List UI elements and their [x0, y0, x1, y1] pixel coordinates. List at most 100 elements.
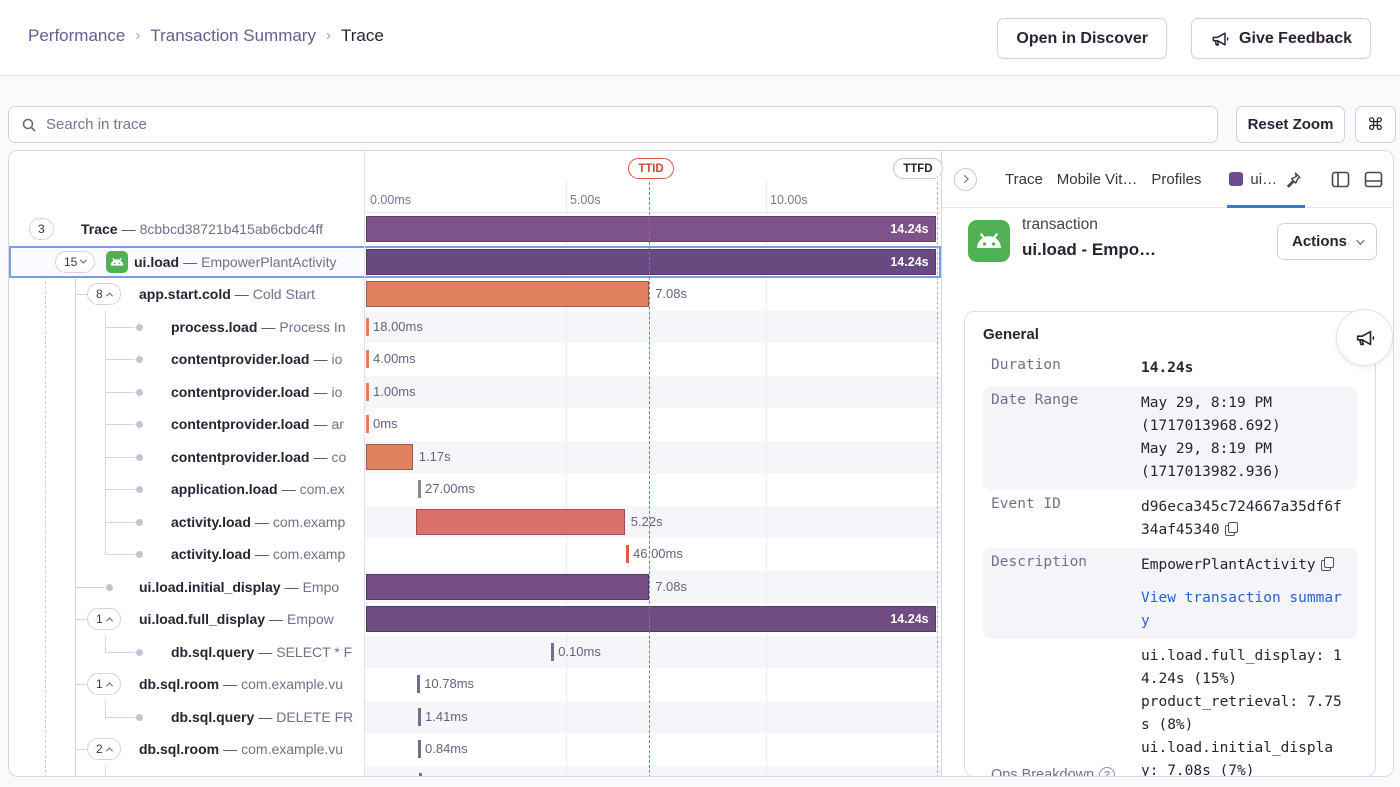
tab-mobile-vitals[interactable]: Mobile Vit… [1056, 170, 1138, 188]
help-icon[interactable]: ? [1099, 767, 1116, 776]
span-tick[interactable] [418, 707, 421, 726]
copy-icon[interactable] [1224, 522, 1238, 536]
duration-label: 0ms [373, 416, 398, 431]
expand-collapse-badge[interactable]: 15 [55, 250, 96, 273]
give-feedback-button[interactable]: Give Feedback [1191, 18, 1371, 59]
expand-collapse-badge[interactable]: 1 [87, 608, 121, 630]
duration-label: 27.00ms [425, 481, 475, 496]
expand-collapse-badge[interactable]: 1 [87, 673, 121, 695]
leaf-dot-icon [136, 518, 143, 526]
span-row-db.sql.room[interactable]: 2 db.sql.room — com.example.vu 0.84ms [9, 733, 941, 766]
span-row-ui.load.initial_display[interactable]: ui.load.initial_display — Empo 7.08s [9, 570, 941, 603]
breadcrumb-performance[interactable]: Performance [28, 26, 126, 45]
duration-label: 14.24s [890, 612, 929, 626]
axis-tick-label: 10.00s [770, 193, 808, 207]
floating-feedback-button[interactable] [1336, 309, 1393, 366]
dock-bottom-icon[interactable] [1364, 171, 1383, 188]
leaf-dot-icon [136, 453, 143, 461]
search-icon [21, 117, 37, 133]
span-tick[interactable] [366, 317, 369, 336]
span-tick[interactable] [418, 480, 421, 498]
span-row-contentprovider.load[interactable]: contentprovider.load — io 1.00ms [9, 375, 941, 408]
leaf-dot-icon [136, 486, 143, 493]
general-title: General [983, 326, 1039, 343]
span-bar[interactable]: 14.24s [366, 216, 936, 242]
span-label: db.sql.room — com.example.vu [139, 741, 344, 757]
chevron-right-icon: › [135, 26, 141, 44]
leaf-dot-icon [106, 583, 113, 591]
active-tab-label: ui… [1250, 170, 1278, 188]
span-tick[interactable] [626, 545, 629, 563]
leaf-dot-icon [136, 323, 143, 331]
duration-label: 1.00ms [373, 383, 416, 399]
command-shortcut-button[interactable]: ⌘ [1355, 106, 1396, 143]
span-row-ui.load[interactable]: 15 ui.load — EmpowerPlantActivity 14.24s [9, 245, 941, 278]
leaf-dot-icon [136, 421, 143, 428]
span-tick[interactable] [417, 675, 420, 693]
span-tick[interactable] [366, 350, 369, 368]
span-row-db.sql.room[interactable]: 1 db.sql.room — com.example.vu 10.78ms [9, 668, 941, 701]
tab-trace[interactable]: Trace [1005, 170, 1043, 188]
duration-label: 0.84ms [425, 741, 468, 756]
expand-panel-icon[interactable] [954, 167, 977, 191]
span-bar[interactable]: 14.24s [366, 606, 936, 632]
copy-icon[interactable] [1320, 557, 1334, 571]
duration-label: 5.22s [630, 513, 663, 529]
expand-collapse-badge[interactable]: 8 [87, 283, 121, 305]
span-label: db.sql.room — com.example.vu [139, 676, 344, 692]
span-row-process.load[interactable]: process.load — Process In 18.00ms [9, 310, 941, 343]
span-tick[interactable] [366, 415, 369, 433]
span-tick[interactable] [419, 772, 422, 776]
span-label: contentprovider.load — co [171, 448, 347, 465]
span-bar[interactable] [416, 508, 625, 535]
timeline-header: TTID TTFD 0.00ms 5.00s 10.00s [9, 151, 943, 213]
span-row-activity.load[interactable]: activity.load — com.examp 46.00ms [9, 538, 941, 571]
expand-collapse-badge[interactable]: 3 [29, 218, 54, 240]
general-card: General Duration 14.24s Date Range May 29, … [964, 311, 1376, 776]
span-row-db.sql.query[interactable]: db.sql.query—INSERT OR 0.70 [9, 765, 941, 776]
span-row-contentprovider.load[interactable]: contentprovider.load — io 4.00ms [9, 343, 941, 376]
panel-tabbar: Trace Mobile Vit… Profiles ui… [942, 151, 1393, 208]
expand-collapse-badge[interactable]: 2 [87, 738, 121, 760]
span-bar[interactable] [366, 281, 650, 307]
view-transaction-summary-link[interactable]: View transaction summary [1141, 590, 1342, 629]
span-row-db.sql.query[interactable]: db.sql.query — SELECT * F 0.10ms [9, 635, 941, 668]
leaf-dot-icon [136, 356, 143, 363]
span-row-ui.load.full_display[interactable]: 1 ui.load.full_display — Empow 14.24s [9, 603, 941, 636]
span-label: contentprovider.load — io [171, 383, 343, 400]
span-bar[interactable] [366, 443, 413, 470]
reset-zoom-button[interactable]: Reset Zoom [1236, 106, 1345, 143]
breadcrumb-transaction-summary[interactable]: Transaction Summary [150, 26, 316, 45]
tab-profiles[interactable]: Profiles [1151, 170, 1202, 188]
span-bar[interactable] [366, 573, 650, 600]
dock-left-icon[interactable] [1331, 171, 1350, 188]
span-row-db.sql.query[interactable]: db.sql.query — DELETE FR 1.41ms [9, 700, 941, 733]
duration-label: 46.00ms [633, 546, 683, 561]
android-icon [968, 220, 1010, 262]
span-row-Trace[interactable]: 3 Trace —8cbbcd38721b415ab6cbdc4ff 14.24s [9, 213, 941, 246]
span-row-application.load[interactable]: application.load — com.ex 27.00ms [9, 473, 941, 506]
span-bar[interactable]: 14.24s [366, 248, 936, 275]
search-input[interactable]: Search in trace [8, 106, 1218, 143]
duration-label: 14.24s [890, 222, 929, 236]
duration-label: 7.08s [655, 578, 687, 594]
actions-button[interactable]: Actions [1276, 223, 1377, 260]
open-in-discover-button[interactable]: Open in Discover [997, 18, 1167, 59]
duration-label: 0.10ms [558, 643, 601, 659]
span-row-contentprovider.load[interactable]: contentprovider.load — co 1.17s [9, 440, 941, 473]
span-row-contentprovider.load[interactable]: contentprovider.load — ar 0ms [9, 408, 941, 441]
span-tick[interactable] [418, 740, 421, 758]
span-row-app.start.cold[interactable]: 8 app.start.cold — Cold Start 7.08s [9, 278, 941, 311]
detail-row-event-id: Event ID d96eca345c724667a35df6f34af45340 [991, 496, 1342, 538]
span-label: Trace —8cbbcd38721b415ab6cbdc4ff [81, 221, 324, 237]
span-row-activity.load[interactable]: activity.load — com.examp 5.22s [9, 505, 941, 538]
span-tick[interactable] [551, 642, 554, 661]
span-tick[interactable] [366, 382, 369, 401]
leaf-dot-icon [136, 551, 143, 558]
span-label: ui.load.full_display — Empow [139, 611, 334, 627]
duration-label: 7.08s [655, 286, 687, 301]
tab-ui-load-active[interactable]: ui… [1227, 151, 1306, 208]
open-in-discover-label: Open in Discover [1016, 29, 1148, 47]
detail-row-description: Description EmpowerPlantActivity View tran… [983, 548, 1357, 639]
pin-icon[interactable] [1284, 170, 1303, 189]
